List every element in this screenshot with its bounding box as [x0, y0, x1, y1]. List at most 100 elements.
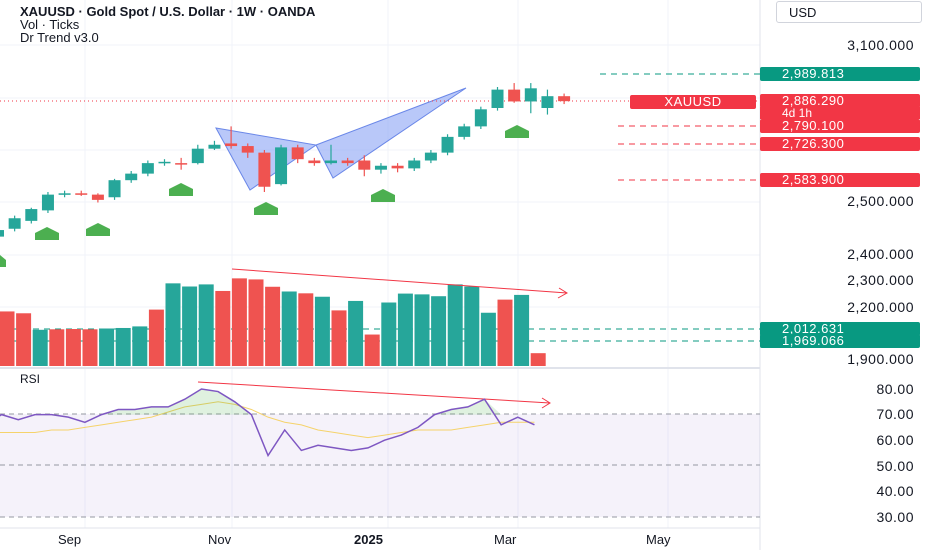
volume-bar — [49, 329, 65, 366]
candle — [341, 157, 354, 166]
volume-divergence-arrow[interactable] — [231, 268, 568, 299]
candle — [275, 144, 288, 186]
candle — [241, 143, 254, 158]
price-tag-2726[interactable]: 2,726.300 — [760, 137, 920, 151]
time-axis-label: 2025 — [354, 532, 383, 547]
candle — [175, 157, 188, 170]
candle — [125, 171, 138, 183]
candle — [141, 160, 154, 177]
candle — [408, 157, 421, 171]
candle — [391, 163, 404, 173]
volume-bar — [182, 286, 198, 366]
price-tag-2989[interactable]: 2,989.813 — [760, 67, 920, 81]
rsi-axis-label: 80.00 — [876, 381, 914, 397]
price-tag-2012[interactable]: 2,012.631 — [760, 322, 920, 336]
price-axis-label: 1,900.000 — [847, 351, 914, 367]
volume-legend[interactable]: Vol · Ticks — [20, 17, 80, 32]
signal-marker — [86, 223, 110, 236]
rsi-legend[interactable]: RSI — [20, 372, 41, 386]
volume-bar — [464, 286, 480, 366]
rsi-divergence-arrow[interactable] — [197, 381, 551, 409]
volume-bar — [32, 329, 48, 366]
volume-bar — [431, 296, 447, 366]
candle — [108, 178, 121, 200]
candle — [424, 150, 437, 164]
candle — [558, 93, 571, 105]
candle — [508, 83, 521, 103]
candle — [458, 123, 471, 140]
price-tag-1969[interactable]: 1,969.066 — [760, 334, 920, 348]
volume-bar — [165, 283, 181, 366]
candle — [158, 159, 171, 166]
candle — [358, 155, 371, 177]
volume-bar — [364, 334, 380, 366]
volume-bar — [497, 299, 513, 366]
volume-bar — [248, 279, 264, 366]
volume-bar — [331, 310, 347, 366]
price-axis-label: 3,100.000 — [847, 37, 914, 53]
price-axis-label: 2,500.000 — [847, 193, 914, 209]
bar-countdown: 4d 1h — [760, 107, 920, 119]
candle — [374, 163, 387, 174]
time-axis-label: Mar — [494, 532, 517, 547]
volume-bar — [231, 278, 247, 366]
signal-marker — [505, 125, 529, 138]
volume-bar — [82, 329, 98, 366]
volume-bar — [265, 286, 281, 366]
volume-bar — [0, 311, 15, 366]
price-tag-2583[interactable]: 2,583.900 — [760, 173, 920, 187]
candle — [491, 87, 504, 111]
volume-bar — [99, 328, 115, 366]
candle — [325, 144, 337, 165]
rsi-axis-label: 60.00 — [876, 432, 914, 448]
volume-bar — [480, 312, 496, 366]
candle — [91, 193, 104, 203]
candle — [541, 89, 554, 115]
volume-bar — [115, 327, 131, 366]
time-axis-label: Nov — [208, 532, 232, 547]
volume-bar — [298, 293, 314, 366]
rsi-ma-line — [0, 401, 535, 439]
candle — [308, 157, 321, 166]
volume-bar — [16, 313, 32, 366]
harmonic-pattern-right[interactable] — [315, 87, 467, 179]
volume-bar — [215, 290, 231, 366]
indicator-legend[interactable]: Dr Trend v3.0 — [20, 30, 99, 45]
volume-bar — [348, 300, 364, 366]
candle — [441, 134, 454, 156]
time-axis-label: May — [646, 532, 671, 547]
volume-bars — [0, 278, 546, 366]
signal-marker — [0, 255, 6, 267]
candle — [25, 207, 38, 224]
rsi-axis-label: 40.00 — [876, 483, 914, 499]
volume-bar — [397, 293, 413, 366]
candle — [0, 230, 4, 237]
volume-bar — [514, 294, 530, 366]
candle — [291, 144, 304, 164]
volume-bar — [381, 302, 397, 366]
volume-bar — [314, 296, 330, 366]
volume-bar — [198, 284, 214, 366]
signal-marker — [254, 202, 278, 215]
symbol-price-tag[interactable]: XAUUSD — [630, 95, 756, 109]
candle — [191, 144, 204, 165]
price-tag-2790[interactable]: 2,790.100 — [760, 119, 920, 133]
volume-bar — [281, 291, 297, 366]
volume-bar — [148, 309, 164, 366]
rsi-axis-label: 70.00 — [876, 406, 914, 422]
candle — [8, 215, 21, 232]
price-tag-current[interactable]: 2,886.290 — [760, 94, 920, 108]
volume-bar — [447, 284, 463, 366]
signal-marker — [35, 227, 59, 240]
volume-bar — [65, 329, 81, 366]
candle — [258, 150, 271, 192]
symbol-title[interactable]: XAUUSD · Gold Spot / U.S. Dollar · 1W · … — [20, 4, 316, 19]
price-axis-label: 2,200.000 — [847, 299, 914, 315]
volume-bar — [530, 353, 546, 366]
signal-marker — [371, 189, 395, 202]
rsi-axis-label: 30.00 — [876, 509, 914, 525]
candle — [208, 140, 221, 150]
candle — [58, 190, 71, 198]
currency-button[interactable]: USD — [776, 1, 922, 23]
